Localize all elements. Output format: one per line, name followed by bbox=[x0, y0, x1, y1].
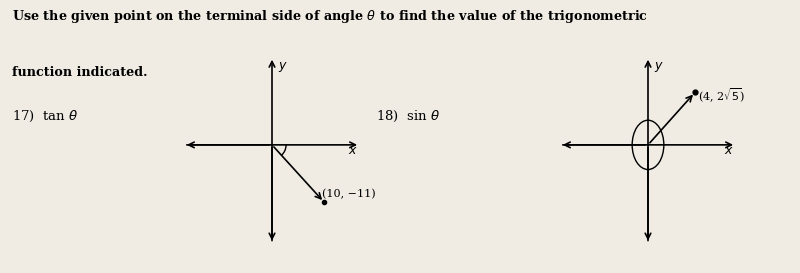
Text: Use the given point on the terminal side of angle $\theta$ to find the value of : Use the given point on the terminal side… bbox=[12, 8, 648, 25]
Text: (10, −11): (10, −11) bbox=[322, 189, 376, 199]
Text: 17)  tan $\theta$: 17) tan $\theta$ bbox=[12, 109, 78, 124]
Text: $y$: $y$ bbox=[278, 60, 288, 74]
Text: function indicated.: function indicated. bbox=[12, 66, 147, 79]
Text: $y$: $y$ bbox=[654, 60, 664, 74]
Text: $x$: $x$ bbox=[348, 144, 358, 157]
Text: (4, 2$\sqrt{5}$): (4, 2$\sqrt{5}$) bbox=[698, 87, 745, 105]
Text: $x$: $x$ bbox=[724, 144, 734, 157]
Text: 18)  sin $\theta$: 18) sin $\theta$ bbox=[376, 109, 440, 124]
